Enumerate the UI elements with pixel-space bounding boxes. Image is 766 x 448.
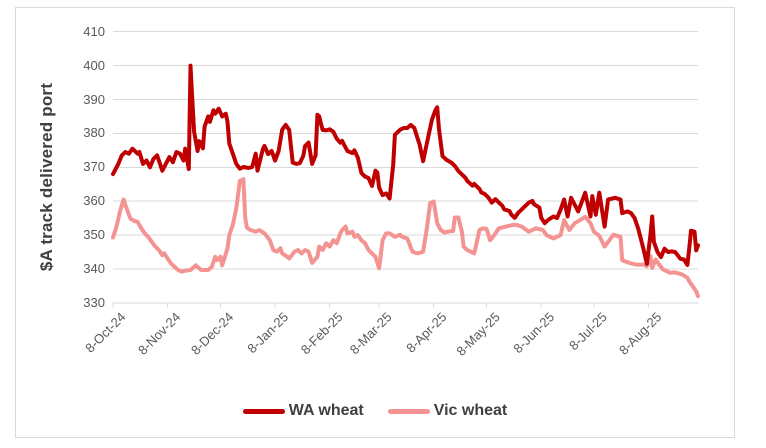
legend-label-wa-wheat: WA wheat (288, 402, 364, 419)
vic-wheat-line-swatch-icon (387, 408, 430, 414)
legend-item-wa-wheat: WA wheat (242, 402, 364, 420)
legend-item-vic-wheat: Vic wheat (387, 402, 508, 420)
wa-wheat-line-swatch-icon (242, 408, 285, 414)
y-axis-title: $A track delivered port (37, 82, 56, 272)
legend-label-vic-wheat: Vic wheat (433, 402, 508, 419)
vic-wheat-line (111, 177, 700, 299)
wa-wheat-line (111, 63, 700, 267)
legend: WA wheat Vic wheat (15, 402, 735, 420)
